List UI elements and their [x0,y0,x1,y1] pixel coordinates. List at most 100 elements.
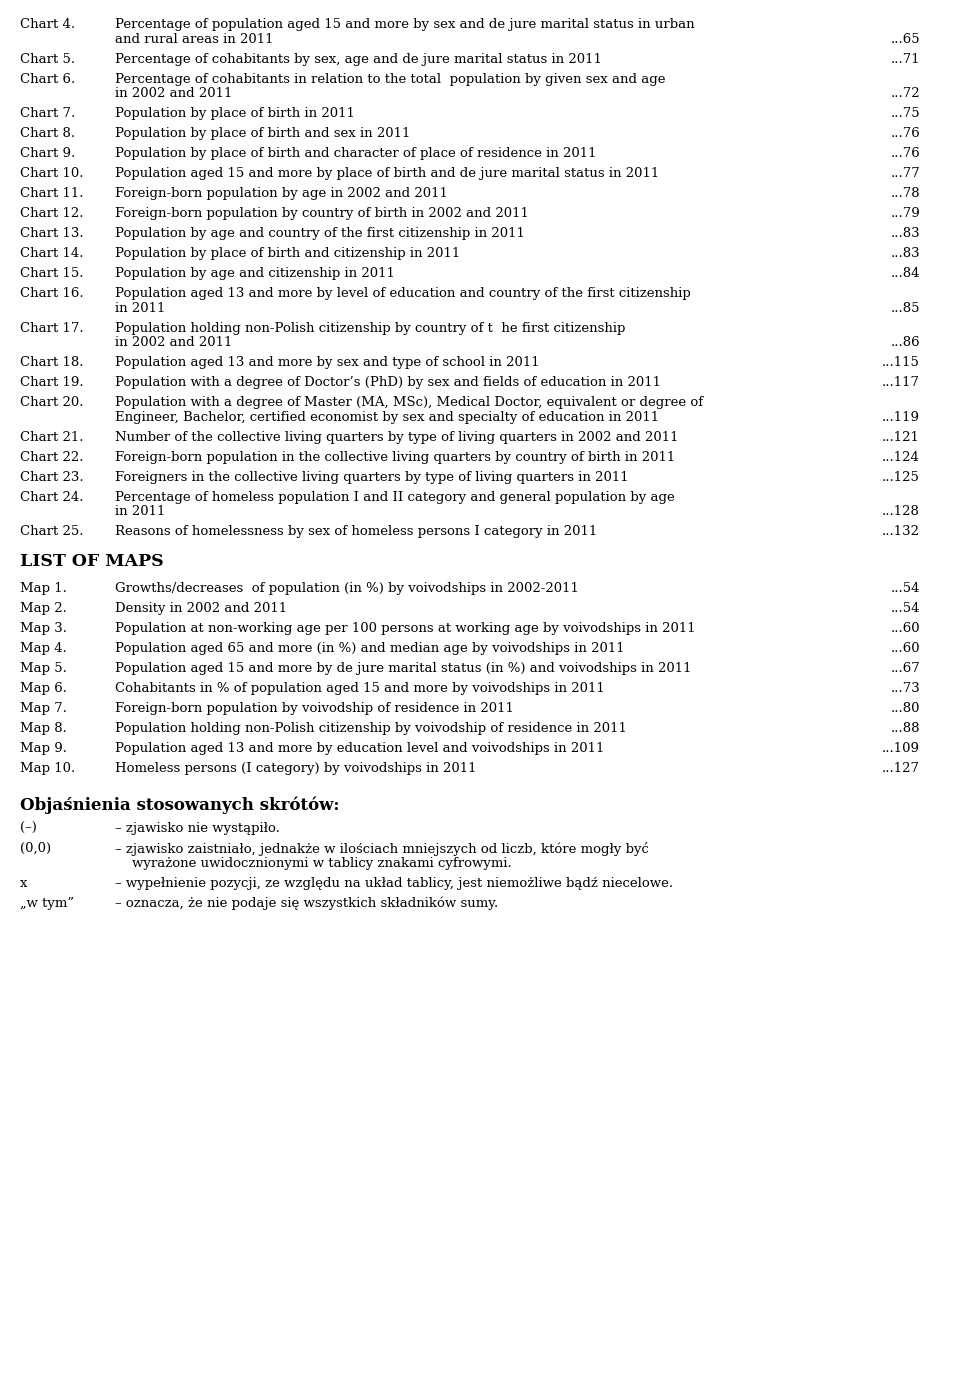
Text: Growths/decreases  of population (in %) by voivodships in 2002-2011: Growths/decreases of population (in %) b… [115,581,579,595]
Text: ...65: ...65 [890,33,920,46]
Text: Foreign-born population by country of birth in 2002 and 2011: Foreign-born population by country of bi… [115,207,533,220]
Text: – zjawisko zaistniało, jednakże w ilościach mniejszych od liczb, które mogły być: – zjawisko zaistniało, jednakże w ilości… [115,842,649,856]
Text: Engineer, Bachelor, certified economist by sex and specialty of education in 201: Engineer, Bachelor, certified economist … [115,410,663,424]
Text: Objaśnienia stosowanych skrótów:: Objaśnienia stosowanych skrótów: [20,795,340,813]
Text: ...71: ...71 [890,52,920,65]
Text: Population holding non-Polish citizenship by country of t  he first citizenship: Population holding non-Polish citizenshi… [115,322,625,334]
Text: ...72: ...72 [890,87,920,99]
Text: ...115: ...115 [882,356,920,369]
Text: wyrażone uwidocznionymi w tablicy znakami cyfrowymi.: wyrażone uwidocznionymi w tablicy znakam… [115,856,512,870]
Text: ...109: ...109 [882,742,920,755]
Text: Map 7.: Map 7. [20,702,67,715]
Text: ...80: ...80 [891,702,920,715]
Text: ...76: ...76 [890,146,920,160]
Text: ...54: ...54 [891,581,920,595]
Text: Chart 15.: Chart 15. [20,267,84,280]
Text: Population holding non-Polish citizenship by voivodship of residence in 2011: Population holding non-Polish citizenshi… [115,722,627,735]
Text: ...76: ...76 [890,127,920,139]
Text: Population by place of birth and citizenship in 2011: Population by place of birth and citizen… [115,247,465,260]
Text: Chart 23.: Chart 23. [20,471,84,483]
Text: ...125: ...125 [882,471,920,483]
Text: ...77: ...77 [890,167,920,180]
Text: Foreign-born population by age in 2002 and 2011: Foreign-born population by age in 2002 a… [115,186,452,200]
Text: in 2002 and 2011: in 2002 and 2011 [115,336,232,349]
Text: ...83: ...83 [890,226,920,240]
Text: ...117: ...117 [882,376,920,389]
Text: ...83: ...83 [890,247,920,260]
Text: Chart 7.: Chart 7. [20,106,75,120]
Text: ...127: ...127 [882,762,920,775]
Text: Population aged 65 and more (in %) and median age by voivodships in 2011: Population aged 65 and more (in %) and m… [115,642,625,655]
Text: Population by age and citizenship in 2011: Population by age and citizenship in 201… [115,267,395,280]
Text: Map 6.: Map 6. [20,682,67,695]
Text: ...75: ...75 [890,106,920,120]
Text: Map 5.: Map 5. [20,661,67,675]
Text: ...60: ...60 [890,642,920,655]
Text: ...85: ...85 [891,301,920,315]
Text: ...119: ...119 [882,410,920,424]
Text: Map 10.: Map 10. [20,762,75,775]
Text: Map 8.: Map 8. [20,722,67,735]
Text: Population aged 13 and more by education level and voivodships in 2011: Population aged 13 and more by education… [115,742,605,755]
Text: Homeless persons (I category) by voivodships in 2011: Homeless persons (I category) by voivods… [115,762,476,775]
Text: Chart 14.: Chart 14. [20,247,84,260]
Text: ...84: ...84 [891,267,920,280]
Text: in 2011: in 2011 [115,301,165,315]
Text: and rural areas in 2011: and rural areas in 2011 [115,33,274,46]
Text: ...128: ...128 [882,505,920,518]
Text: Chart 10.: Chart 10. [20,167,84,180]
Text: ...132: ...132 [882,525,920,539]
Text: Population by age and country of the first citizenship in 2011: Population by age and country of the fir… [115,226,525,240]
Text: Cohabitants in % of population aged 15 and more by voivodships in 2011: Cohabitants in % of population aged 15 a… [115,682,609,695]
Text: – zjawisko nie wystąpiło.: – zjawisko nie wystąpiło. [115,822,280,836]
Text: ...79: ...79 [890,207,920,220]
Text: Chart 12.: Chart 12. [20,207,84,220]
Text: Chart 5.: Chart 5. [20,52,75,65]
Text: ...73: ...73 [890,682,920,695]
Text: Density in 2002 and 2011: Density in 2002 and 2011 [115,602,292,615]
Text: Percentage of population aged 15 and more by sex and de jure marital status in u: Percentage of population aged 15 and mor… [115,18,695,30]
Text: Chart 11.: Chart 11. [20,186,84,200]
Text: Population by place of birth in 2011: Population by place of birth in 2011 [115,106,355,120]
Text: Chart 25.: Chart 25. [20,525,84,539]
Text: (–): (–) [20,822,36,836]
Text: Foreigners in the collective living quarters by type of living quarters in 2011: Foreigners in the collective living quar… [115,471,629,483]
Text: Map 3.: Map 3. [20,621,67,635]
Text: – oznacza, że nie podaje się wszystkich składników sumy.: – oznacza, że nie podaje się wszystkich … [115,896,498,910]
Text: Chart 21.: Chart 21. [20,431,84,443]
Text: ...124: ...124 [882,450,920,464]
Text: Chart 20.: Chart 20. [20,396,84,409]
Text: Chart 6.: Chart 6. [20,72,75,86]
Text: ...54: ...54 [891,602,920,615]
Text: Population by place of birth and character of place of residence in 2011: Population by place of birth and charact… [115,146,596,160]
Text: in 2002 and 2011: in 2002 and 2011 [115,87,232,99]
Text: Chart 16.: Chart 16. [20,287,84,300]
Text: ...78: ...78 [890,186,920,200]
Text: Population aged 13 and more by sex and type of school in 2011: Population aged 13 and more by sex and t… [115,356,544,369]
Text: Chart 13.: Chart 13. [20,226,84,240]
Text: Map 9.: Map 9. [20,742,67,755]
Text: „w tym”: „w tym” [20,896,74,910]
Text: Population at non-working age per 100 persons at working age by voivodships in 2: Population at non-working age per 100 pe… [115,621,700,635]
Text: ...121: ...121 [882,431,920,443]
Text: ...88: ...88 [891,722,920,735]
Text: Percentage of homeless population I and II category and general population by ag: Percentage of homeless population I and … [115,490,675,504]
Text: Map 1.: Map 1. [20,581,67,595]
Text: Chart 4.: Chart 4. [20,18,75,30]
Text: Chart 17.: Chart 17. [20,322,84,334]
Text: Population aged 15 and more by de jure marital status (in %) and voivodships in : Population aged 15 and more by de jure m… [115,661,691,675]
Text: x: x [20,877,28,889]
Text: Foreign-born population in the collective living quarters by country of birth in: Foreign-born population in the collectiv… [115,450,680,464]
Text: Chart 22.: Chart 22. [20,450,84,464]
Text: in 2011: in 2011 [115,505,170,518]
Text: Population with a degree of Doctor’s (PhD) by sex and fields of education in 201: Population with a degree of Doctor’s (Ph… [115,376,665,389]
Text: Map 2.: Map 2. [20,602,67,615]
Text: Map 4.: Map 4. [20,642,67,655]
Text: Percentage of cohabitants by sex, age and de jure marital status in 2011: Percentage of cohabitants by sex, age an… [115,52,602,65]
Text: Chart 8.: Chart 8. [20,127,75,139]
Text: Population aged 13 and more by level of education and country of the first citiz: Population aged 13 and more by level of … [115,287,691,300]
Text: ...86: ...86 [890,336,920,349]
Text: Chart 19.: Chart 19. [20,376,84,389]
Text: – wypełnienie pozycji, ze względu na układ tablicy, jest niemożliwe bądź niecelo: – wypełnienie pozycji, ze względu na ukł… [115,877,673,889]
Text: ...67: ...67 [890,661,920,675]
